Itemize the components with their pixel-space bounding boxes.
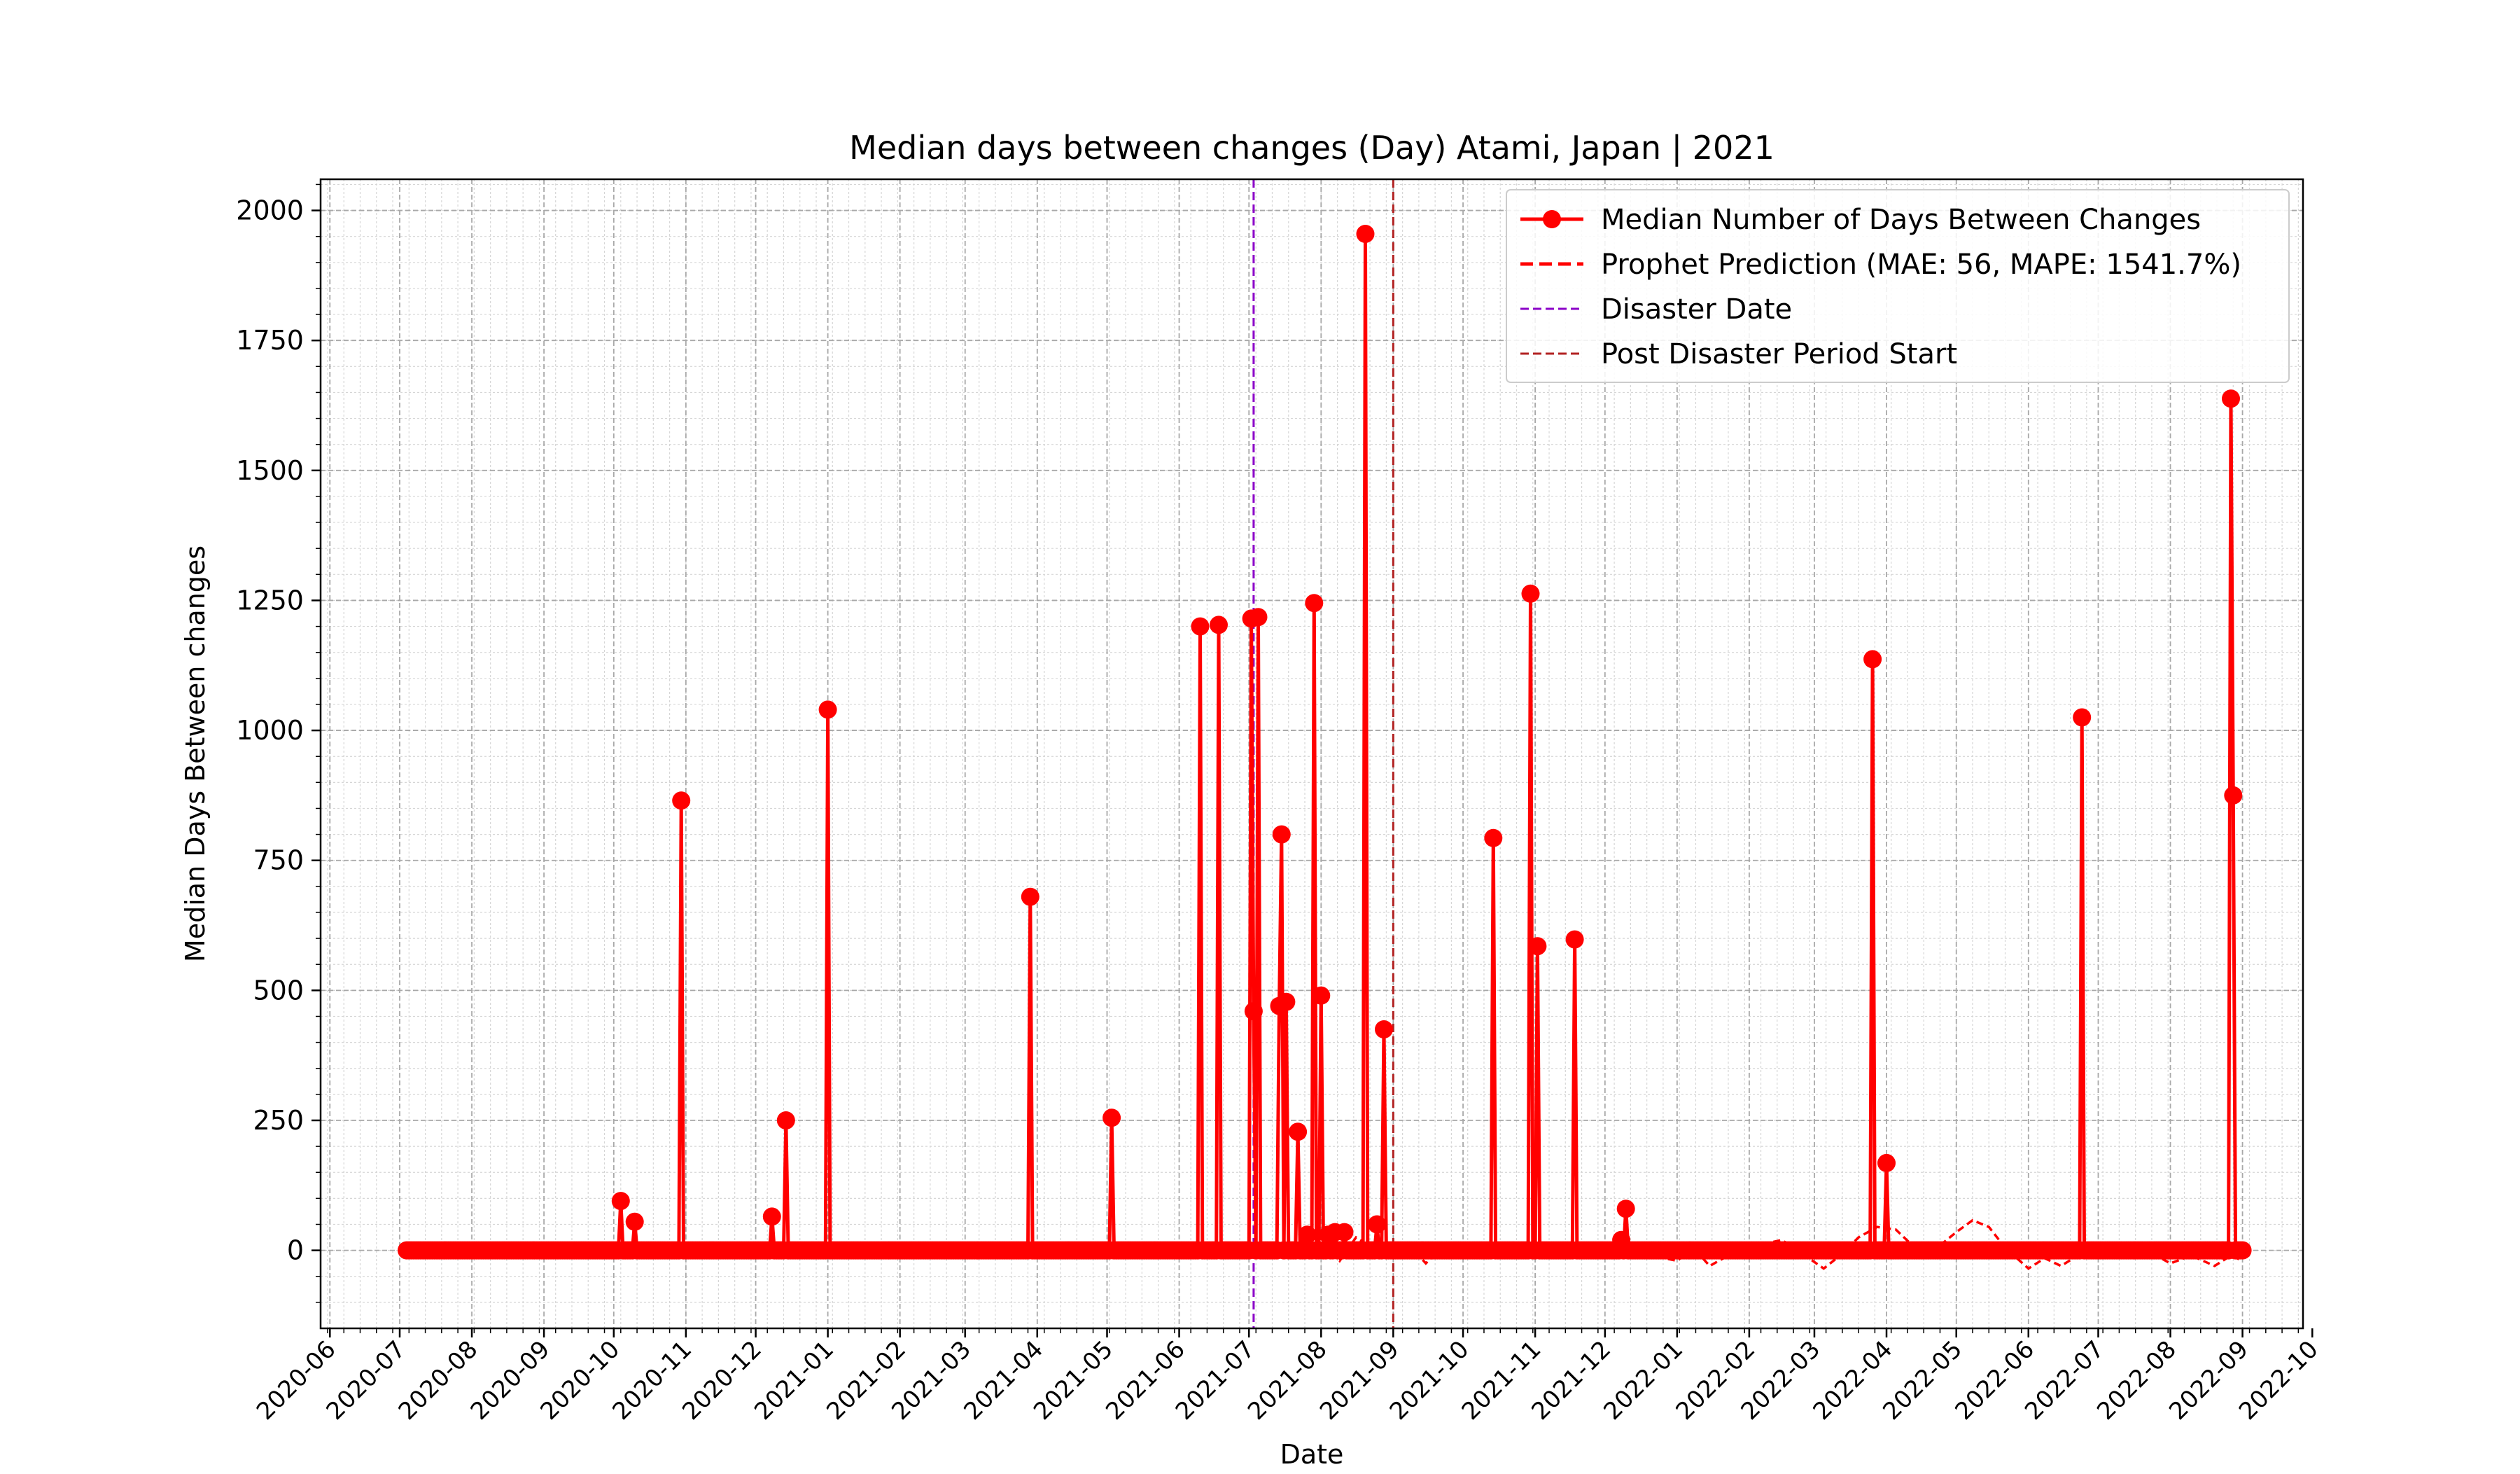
spike-point	[611, 1192, 630, 1211]
spike-point	[1877, 1153, 1896, 1172]
series-line	[407, 232, 2243, 1253]
spike-point	[1272, 825, 1291, 844]
spike-point	[1191, 617, 1210, 636]
spike-point	[1528, 937, 1547, 956]
spike-point	[2224, 786, 2243, 805]
legend-label: Median Number of Days Between Changes	[1601, 204, 2201, 236]
spike-point	[1521, 584, 1540, 603]
spike-point	[1335, 1223, 1354, 1242]
y-tick-label: 500	[253, 975, 304, 1006]
y-tick-label: 1750	[236, 325, 304, 356]
spike-point	[1616, 1200, 1635, 1218]
spike-point	[818, 700, 837, 719]
spike-point	[1375, 1020, 1393, 1038]
spike-point	[1305, 594, 1324, 613]
legend-box	[1506, 189, 2290, 383]
spike-point	[776, 1111, 795, 1129]
y-tick-label: 250	[253, 1105, 304, 1136]
spike-point	[1249, 608, 1268, 627]
y-tick-label: 1500	[236, 455, 304, 486]
spike-point	[1368, 1215, 1387, 1234]
y-tick-label: 1000	[236, 715, 304, 746]
spike-point	[1277, 992, 1296, 1011]
legend-marker-series	[1543, 210, 1561, 228]
chart-title: Median days between changes (Day) Atami,…	[849, 129, 1774, 167]
y-tick-label: 1250	[236, 585, 304, 616]
spike-point	[1312, 986, 1331, 1005]
legend-label: Prophet Prediction (MAE: 56, MAPE: 1541.…	[1601, 249, 2241, 281]
spike-point	[2073, 708, 2092, 727]
spike-point	[1565, 930, 1584, 949]
spike-point	[1289, 1122, 1308, 1141]
spike-point	[672, 791, 691, 810]
spike-point	[1356, 225, 1375, 243]
spike-point	[625, 1212, 644, 1231]
plot-frame	[319, 178, 2304, 1330]
spike-point	[1612, 1230, 1631, 1249]
spike-point	[762, 1207, 781, 1226]
plot-area	[398, 179, 2252, 1328]
prediction-line	[1292, 1218, 2244, 1270]
spike-point	[1244, 1002, 1263, 1021]
x-axis-label: Date	[1280, 1439, 1344, 1470]
y-tick-label: 0	[287, 1235, 304, 1266]
spike-point	[1021, 887, 1040, 906]
y-tick-label: 2000	[236, 195, 304, 226]
spike-point	[1484, 828, 1503, 847]
spike-point	[1102, 1108, 1121, 1127]
spike-point	[1210, 616, 1228, 634]
y-axis-label: Median Days Between changes	[180, 545, 211, 962]
y-tick-label: 750	[253, 845, 304, 876]
spike-point	[2222, 389, 2240, 408]
legend-label: Disaster Date	[1601, 293, 1792, 326]
legend-label: Post Disaster Period Start	[1601, 338, 1957, 370]
legend: Median Number of Days Between Changes Pro…	[1506, 189, 2290, 383]
spike-point	[1863, 650, 1882, 669]
